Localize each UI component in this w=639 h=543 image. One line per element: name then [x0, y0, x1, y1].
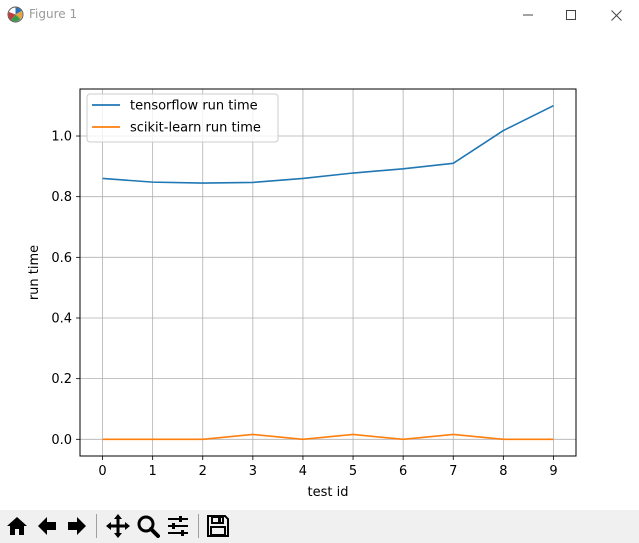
navigation-toolbar — [0, 510, 639, 543]
y-tick-label: 1.0 — [51, 130, 72, 145]
minimize-button[interactable] — [505, 0, 551, 30]
x-tick-label: 3 — [249, 464, 257, 479]
close-icon — [610, 9, 622, 21]
y-tick-label: 0.2 — [51, 372, 72, 387]
zoom-icon — [137, 515, 160, 538]
window-title: Figure 1 — [29, 7, 78, 21]
x-tick-label: 1 — [149, 464, 157, 479]
forward-arrow-icon — [68, 517, 86, 535]
axis-ticks: 0 1 2 3 4 5 6 7 8 9 0.0 0.2 0.4 0.6 0.8 1.0 — [51, 130, 557, 479]
y-axis-label: run time — [27, 245, 42, 300]
maximize-button[interactable] — [548, 0, 594, 30]
y-tick-label: 0.0 — [51, 433, 72, 448]
series-line-tensorflow — [102, 104, 554, 184]
y-tick-label: 0.6 — [51, 251, 72, 266]
x-tick-label: 2 — [199, 464, 207, 479]
legend-label-tensorflow: tensorflow run time — [130, 99, 258, 114]
legend-label-scikit-learn: scikit-learn run time — [130, 121, 261, 136]
x-tick-label: 4 — [299, 464, 307, 479]
pan-icon — [106, 514, 130, 538]
x-axis-label: test id — [308, 485, 349, 500]
legend-box — [86, 93, 279, 143]
x-tick-label: 5 — [349, 464, 357, 479]
figure-canvas[interactable]: 0 1 2 3 4 5 6 7 8 9 0.0 0.2 0.4 0.6 0.8 1.0 test id run… — [0, 30, 639, 508]
back-button[interactable] — [33, 512, 61, 540]
axes-frame — [79, 88, 577, 457]
legend: tensorflow run time scikit-learn run tim… — [86, 93, 279, 143]
x-tick-label: 8 — [499, 464, 507, 479]
subplots-icon — [168, 516, 188, 536]
home-icon — [7, 517, 27, 535]
y-tick-label: 0.8 — [51, 190, 72, 205]
x-tick-label: 6 — [399, 464, 407, 479]
save-button[interactable] — [204, 512, 232, 540]
maximize-icon — [566, 10, 576, 20]
zoom-button[interactable] — [134, 512, 162, 540]
back-arrow-icon — [38, 517, 56, 535]
close-button[interactable] — [593, 0, 639, 30]
line-chart: 0 1 2 3 4 5 6 7 8 9 0.0 0.2 0.4 0.6 0.8 1.0 test id run… — [27, 88, 577, 500]
forward-button[interactable] — [63, 512, 91, 540]
minimize-icon — [523, 14, 533, 16]
y-tick-label: 0.4 — [51, 311, 72, 326]
home-button[interactable] — [3, 512, 31, 540]
x-tick-label: 0 — [98, 464, 106, 479]
grid-lines — [80, 89, 576, 456]
x-tick-label: 7 — [449, 464, 457, 479]
pan-button[interactable] — [104, 512, 132, 540]
x-tick-label: 9 — [549, 464, 557, 479]
series-lines — [102, 104, 554, 441]
configure-subplots-button[interactable] — [164, 512, 192, 540]
toolbar-separator — [96, 514, 97, 538]
save-icon — [207, 515, 229, 537]
title-bar[interactable]: Figure 1 — [0, 0, 639, 30]
series-line-scikit-learn — [102, 433, 554, 441]
matplotlib-figure-icon — [7, 6, 24, 23]
toolbar-separator — [198, 514, 199, 538]
